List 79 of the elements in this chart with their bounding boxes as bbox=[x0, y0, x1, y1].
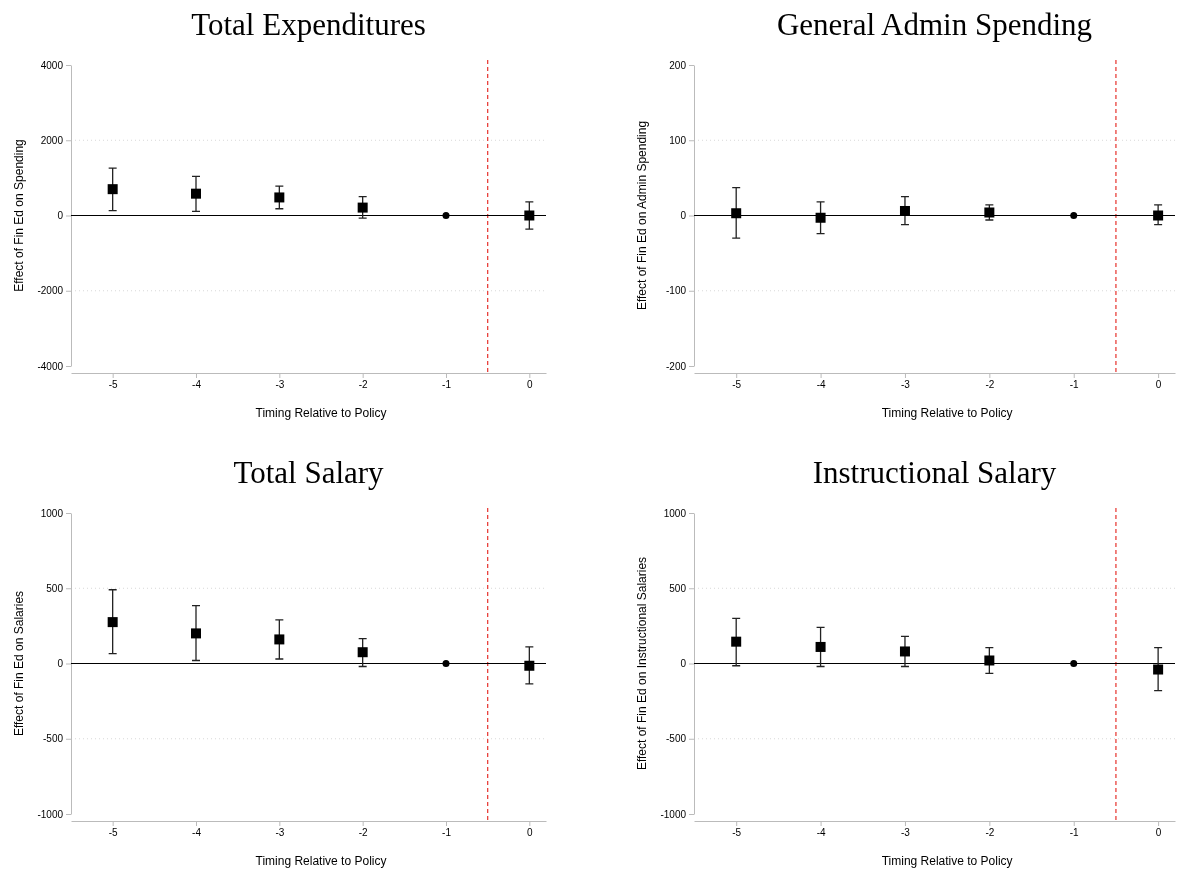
point bbox=[815, 641, 826, 652]
x-tick-label: -5 bbox=[732, 379, 742, 391]
point bbox=[357, 647, 368, 658]
x-tick-label: 0 bbox=[527, 827, 534, 839]
y-tick-label: 2000 bbox=[40, 134, 64, 146]
y-tick-label: 0 bbox=[57, 210, 64, 222]
y-tick-label: -4000 bbox=[37, 360, 64, 372]
x-axis-title: Timing Relative to Policy bbox=[881, 854, 1013, 868]
point bbox=[191, 188, 201, 199]
x-tick-label: 0 bbox=[1155, 379, 1162, 391]
chart-title: General Admin Spending bbox=[776, 7, 1093, 42]
x-axis-title: Timing Relative to Policy bbox=[255, 406, 387, 420]
point bbox=[442, 212, 450, 219]
point bbox=[1070, 660, 1078, 667]
point bbox=[984, 655, 995, 666]
x-tick-label: -2 bbox=[985, 379, 995, 391]
chart-title: Total Salary bbox=[233, 455, 385, 490]
x-tick-label: -3 bbox=[901, 827, 911, 839]
y-tick-label: 500 bbox=[46, 582, 64, 594]
point bbox=[1070, 212, 1078, 219]
x-tick-label: -1 bbox=[442, 379, 452, 391]
y-tick-label: 0 bbox=[57, 658, 64, 670]
y-tick-label: 0 bbox=[680, 658, 687, 670]
x-tick-label: -2 bbox=[358, 379, 369, 391]
y-tick-label: -1000 bbox=[37, 808, 64, 820]
y-axis-title: Effect of Fin Ed on Admin Spending bbox=[635, 120, 649, 311]
x-tick-label: -2 bbox=[985, 827, 995, 839]
x-tick-label: -2 bbox=[358, 827, 369, 839]
x-tick-label: -5 bbox=[108, 379, 119, 391]
point bbox=[731, 636, 742, 647]
point bbox=[899, 205, 910, 216]
y-tick-label: 1000 bbox=[663, 507, 687, 519]
y-tick-label: -500 bbox=[42, 733, 64, 745]
y-axis-title: Effect of Fin Ed on Spending bbox=[12, 139, 26, 292]
point bbox=[899, 646, 910, 657]
point bbox=[442, 660, 450, 667]
y-axis-title: Effect of Fin Ed on Salaries bbox=[12, 590, 26, 737]
point bbox=[1153, 210, 1164, 221]
x-tick-label: -5 bbox=[108, 827, 119, 839]
x-tick-label: -4 bbox=[816, 827, 826, 839]
y-tick-label: 0 bbox=[680, 210, 687, 222]
y-tick-label: 1000 bbox=[40, 507, 64, 519]
y-tick-label: -100 bbox=[665, 285, 687, 297]
x-tick-label: 0 bbox=[1155, 827, 1162, 839]
chart-title: Total Expenditures bbox=[191, 7, 426, 42]
y-tick-label: 4000 bbox=[40, 59, 64, 71]
y-tick-label: -500 bbox=[665, 733, 687, 745]
x-tick-label: -1 bbox=[1069, 827, 1080, 839]
y-tick-label: 200 bbox=[669, 59, 687, 71]
x-axis-title: Timing Relative to Policy bbox=[881, 406, 1013, 420]
x-tick-label: -3 bbox=[275, 827, 285, 839]
chart-title: Instructional Salary bbox=[812, 455, 1057, 490]
point bbox=[524, 210, 535, 221]
y-tick-label: 500 bbox=[669, 582, 687, 594]
x-tick-label: -4 bbox=[192, 379, 202, 391]
y-tick-label: -1000 bbox=[660, 808, 687, 820]
y-axis-title: Effect of Fin Ed on Instructional Salaries bbox=[635, 556, 649, 771]
y-tick-label: 100 bbox=[669, 134, 687, 146]
x-tick-label: -3 bbox=[901, 379, 911, 391]
point bbox=[524, 660, 535, 671]
point bbox=[107, 617, 118, 628]
point bbox=[274, 192, 285, 203]
x-tick-label: -1 bbox=[1069, 379, 1080, 391]
point bbox=[731, 208, 742, 219]
x-tick-label: -3 bbox=[275, 379, 285, 391]
x-tick-label: -5 bbox=[732, 827, 742, 839]
point bbox=[107, 184, 118, 195]
x-tick-label: 0 bbox=[527, 379, 534, 391]
point bbox=[1153, 664, 1164, 675]
point bbox=[191, 628, 201, 639]
x-tick-label: -1 bbox=[442, 827, 452, 839]
point bbox=[274, 634, 285, 645]
x-axis-title: Timing Relative to Policy bbox=[255, 854, 387, 868]
x-tick-label: -4 bbox=[192, 827, 202, 839]
y-tick-label: -200 bbox=[665, 360, 687, 372]
point bbox=[357, 202, 368, 213]
y-tick-label: -2000 bbox=[37, 285, 64, 297]
point bbox=[815, 212, 826, 223]
x-tick-label: -4 bbox=[816, 379, 826, 391]
